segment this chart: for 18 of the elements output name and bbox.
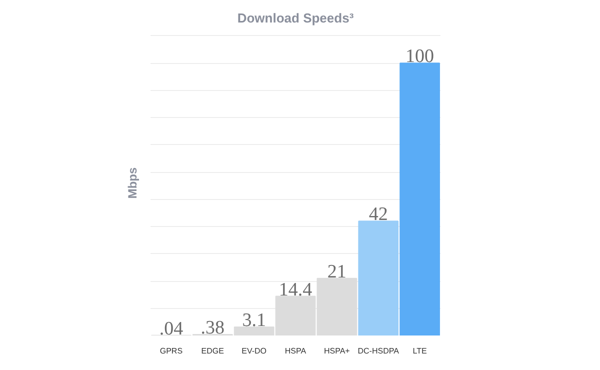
data-label: 14.4 [278,279,313,300]
data-label: .38 [200,317,225,338]
x-tick-label: HSPA [284,346,307,356]
data-label: 42 [368,204,388,226]
x-tick-label: LTE [412,346,427,356]
data-label: 3.1 [242,310,266,332]
x-tick-label: HSPA+ [324,346,350,356]
data-label: 21 [327,261,346,282]
data-label: 100 [406,46,434,68]
x-tick-label: GPRS [160,346,183,356]
data-label: .04 [159,318,184,340]
y-axis-title: Mbps [126,167,140,199]
chart-title: Download Speeds³ [237,10,354,26]
bar [400,62,440,336]
bar [358,220,399,336]
x-tick-label: EV-DO [242,346,267,356]
x-tick-label: EDGE [201,346,224,356]
x-tick-label: DC-HSDPA [358,346,400,356]
